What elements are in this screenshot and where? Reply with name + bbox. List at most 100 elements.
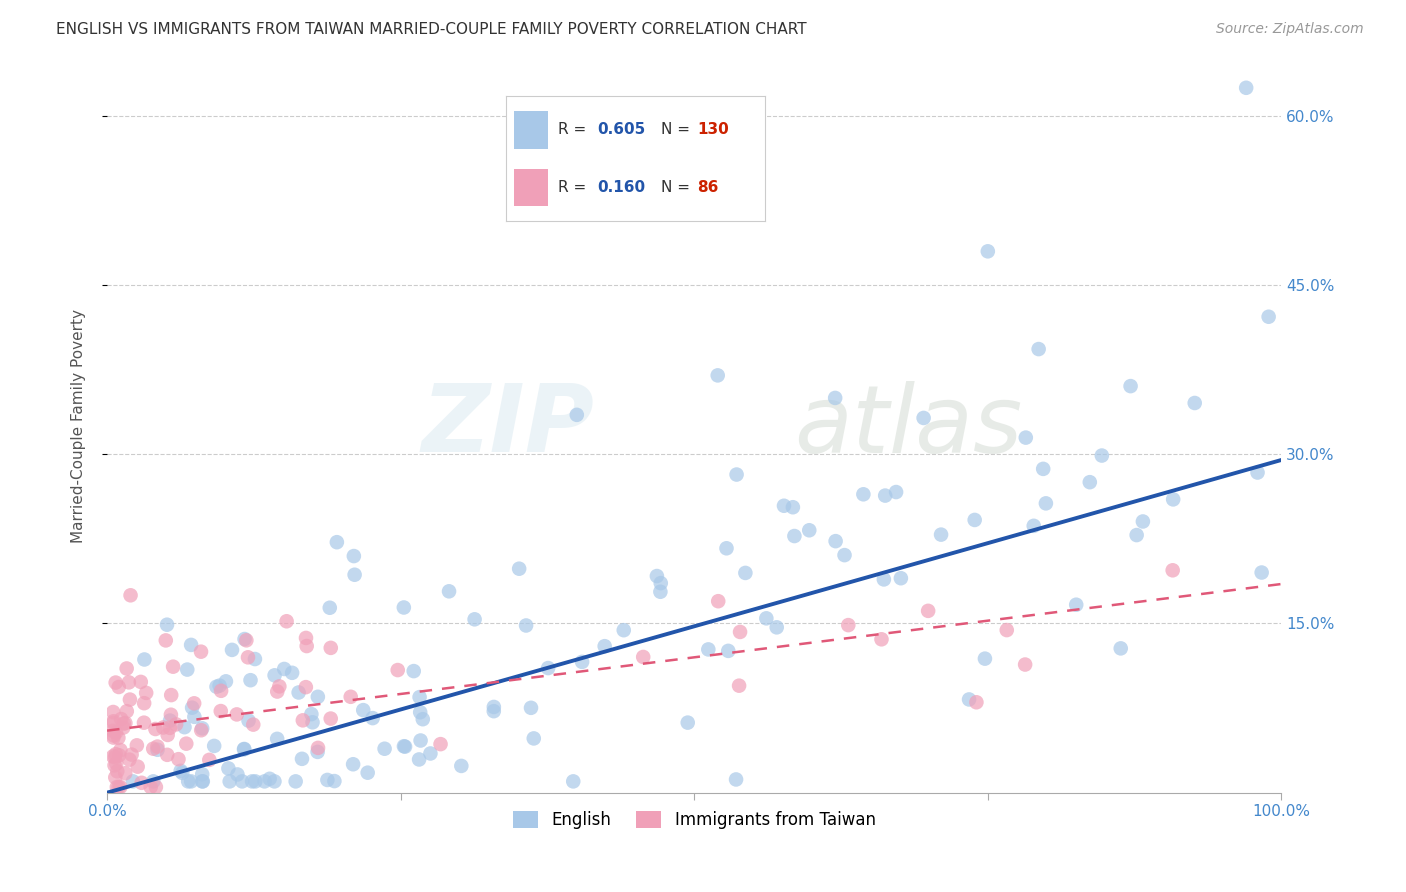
Point bbox=[122, 774, 145, 789]
Point bbox=[392, 600, 415, 615]
Point bbox=[783, 529, 806, 543]
Point bbox=[177, 774, 200, 789]
Point bbox=[409, 733, 432, 747]
Point bbox=[1250, 566, 1272, 580]
Point bbox=[112, 716, 135, 731]
Point bbox=[717, 644, 740, 658]
Point bbox=[1125, 528, 1147, 542]
Point bbox=[342, 757, 364, 772]
Point bbox=[645, 569, 668, 583]
Point bbox=[152, 721, 174, 735]
Point bbox=[129, 674, 152, 689]
Point bbox=[408, 752, 430, 766]
Point bbox=[198, 753, 221, 767]
Point bbox=[419, 747, 441, 761]
Point bbox=[1119, 379, 1142, 393]
Point bbox=[409, 705, 432, 719]
Point bbox=[103, 728, 125, 742]
Point bbox=[437, 584, 460, 599]
Point bbox=[276, 614, 298, 628]
Point bbox=[537, 661, 560, 675]
Point bbox=[165, 717, 187, 731]
Point bbox=[104, 675, 127, 690]
Point bbox=[105, 780, 128, 794]
Point bbox=[1078, 475, 1101, 490]
Point bbox=[319, 712, 342, 726]
Point bbox=[482, 704, 505, 718]
Point bbox=[259, 772, 281, 786]
Point bbox=[263, 668, 285, 682]
Point bbox=[1032, 462, 1054, 476]
Point bbox=[110, 780, 132, 794]
Point bbox=[235, 633, 257, 648]
Point bbox=[281, 665, 304, 680]
Point bbox=[167, 752, 190, 766]
Point bbox=[965, 695, 987, 709]
Point bbox=[101, 749, 124, 764]
Point bbox=[697, 642, 720, 657]
Point bbox=[339, 690, 361, 704]
Point bbox=[295, 631, 318, 645]
Point bbox=[176, 663, 198, 677]
Point bbox=[273, 662, 295, 676]
Point bbox=[245, 774, 267, 789]
Point bbox=[174, 737, 197, 751]
Point bbox=[995, 623, 1018, 637]
Point bbox=[1064, 598, 1087, 612]
Point bbox=[824, 534, 846, 549]
Point bbox=[1257, 310, 1279, 324]
Point bbox=[676, 715, 699, 730]
Point bbox=[217, 761, 239, 775]
Point bbox=[917, 604, 939, 618]
Point bbox=[392, 739, 415, 754]
Point bbox=[755, 611, 778, 625]
Point bbox=[231, 774, 253, 789]
Point bbox=[266, 684, 288, 698]
Point bbox=[728, 624, 751, 639]
Point bbox=[110, 712, 132, 726]
Text: Source: ZipAtlas.com: Source: ZipAtlas.com bbox=[1216, 22, 1364, 37]
Point bbox=[233, 742, 256, 756]
Point bbox=[957, 692, 980, 706]
Point bbox=[963, 513, 986, 527]
Point bbox=[103, 758, 125, 772]
Point bbox=[209, 683, 232, 698]
Point bbox=[508, 562, 530, 576]
Point bbox=[221, 643, 243, 657]
Point bbox=[101, 723, 124, 738]
Point bbox=[104, 771, 127, 785]
Point bbox=[725, 772, 748, 787]
Point bbox=[870, 632, 893, 647]
Point bbox=[284, 774, 307, 789]
Point bbox=[523, 731, 546, 746]
Point bbox=[295, 639, 318, 653]
Point bbox=[266, 731, 288, 746]
Point bbox=[1132, 515, 1154, 529]
Point bbox=[242, 717, 264, 731]
Point bbox=[1014, 657, 1036, 672]
Point bbox=[291, 752, 314, 766]
Point bbox=[852, 487, 875, 501]
Point bbox=[1184, 396, 1206, 410]
Text: ENGLISH VS IMMIGRANTS FROM TAIWAN MARRIED-COUPLE FAMILY POVERTY CORRELATION CHAR: ENGLISH VS IMMIGRANTS FROM TAIWAN MARRIE… bbox=[56, 22, 807, 37]
Point bbox=[323, 774, 346, 789]
Point bbox=[162, 659, 184, 673]
Point bbox=[218, 774, 240, 789]
Point bbox=[1035, 496, 1057, 510]
Point bbox=[307, 745, 329, 759]
Point bbox=[233, 632, 256, 646]
Point bbox=[104, 750, 127, 764]
Point bbox=[824, 391, 846, 405]
Point bbox=[160, 707, 183, 722]
Point bbox=[131, 776, 153, 790]
Point bbox=[239, 673, 262, 688]
Point bbox=[236, 650, 259, 665]
Point bbox=[105, 764, 128, 779]
Point bbox=[1109, 641, 1132, 656]
Point bbox=[873, 573, 896, 587]
Point bbox=[238, 714, 260, 728]
Point bbox=[1246, 466, 1268, 480]
Point bbox=[728, 679, 751, 693]
Point bbox=[1161, 563, 1184, 577]
Point bbox=[202, 739, 225, 753]
